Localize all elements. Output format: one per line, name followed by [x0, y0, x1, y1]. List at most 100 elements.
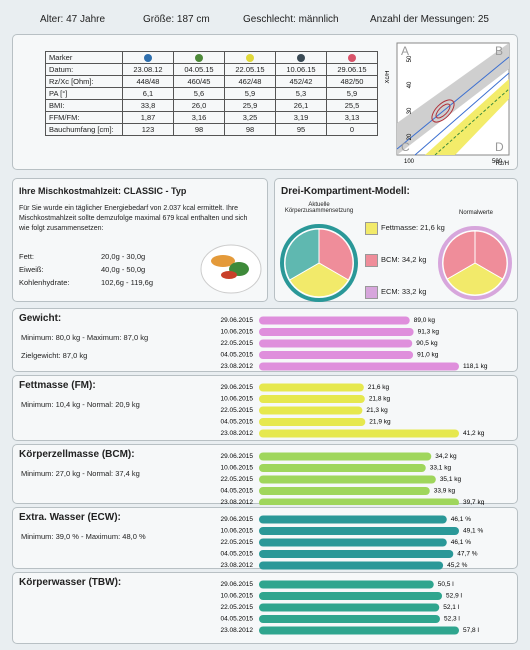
section: Gewicht: Minimum: 80,0 kg - Maximum: 87,0… — [12, 308, 518, 372]
legend-text: ECM: 33,2 kg — [381, 287, 427, 296]
cell: 25,5 — [326, 99, 378, 112]
marker-dot — [195, 54, 203, 62]
cell — [224, 51, 276, 64]
cell: 29.06.15 — [326, 63, 378, 76]
date: 29.06.2015 — [220, 516, 253, 523]
date: 10.06.2015 — [220, 329, 253, 336]
date: 10.06.2015 — [220, 396, 253, 403]
pies — [280, 224, 512, 302]
bar — [259, 316, 410, 325]
date: 29.06.2015 — [220, 317, 253, 324]
bar-label: 41,2 kg — [463, 430, 485, 437]
bar-label: 91,3 kg — [418, 329, 440, 336]
date: 23.08.2012 — [220, 363, 253, 370]
cell: 448/48 — [122, 75, 174, 88]
section: Körperwasser (TBW): 29.06.2015 50,5 l 10.06… — [12, 572, 518, 644]
date: 23.08.2012 — [220, 627, 253, 634]
cell: 26,0 — [173, 99, 225, 112]
y-tick: 40 — [407, 81, 413, 88]
cell: 3,25 — [224, 111, 276, 124]
y-label: Xc/H — [385, 70, 391, 83]
bar — [259, 580, 434, 589]
cell: 04.05.15 — [173, 63, 225, 76]
y-tick: 20 — [407, 133, 413, 140]
cell: 6,1 — [122, 87, 174, 100]
legend-text: BCM: 34,2 kg — [381, 255, 427, 264]
line — [396, 56, 510, 150]
cell: 33,8 — [122, 99, 174, 112]
current-label: Aktuelle Körperzusammensetzung — [284, 202, 354, 214]
marker-dot — [144, 54, 152, 62]
cell: 0 — [326, 123, 378, 136]
date: 04.05.2015 — [220, 551, 253, 558]
cell: 5,3 — [275, 87, 327, 100]
row-label: PA [°] — [45, 87, 123, 100]
cell: 5,9 — [224, 87, 276, 100]
date: 22.05.2015 — [220, 604, 253, 611]
meal-panel: Ihre Mischkostmahlzeit: CLASSIC - Typ Fü… — [12, 178, 268, 302]
table-row: Bauchumfang [cm]: 123 98 98 95 0 — [45, 123, 378, 136]
food — [211, 255, 235, 267]
bar-chart: 29.06.2015 34,2 kg 10.06.2015 33,1 kg 22.05.… — [220, 452, 485, 505]
pie-slice — [318, 228, 354, 281]
cell: 3,16 — [173, 111, 225, 124]
cell: 452/42 — [275, 75, 327, 88]
pie-slice — [474, 230, 508, 280]
cell — [173, 51, 225, 64]
cell: 123 — [122, 123, 174, 136]
bar-label: 52,9 l — [446, 593, 462, 600]
corner: C — [401, 140, 410, 154]
bar — [259, 603, 440, 612]
bar-label: 90,5 kg — [416, 340, 438, 347]
table-row: PA [°] 6,1 5,6 5,9 5,3 5,9 — [45, 87, 378, 100]
row-label: Bauchumfang [cm]: — [45, 123, 123, 136]
pie-slice — [288, 262, 350, 298]
cell: 3,19 — [275, 111, 327, 124]
date: 22.05.2015 — [220, 340, 253, 347]
section-title: Körperwasser (TBW): — [19, 577, 122, 588]
date: 10.06.2015 — [220, 593, 253, 600]
bar-label: 89,0 kg — [414, 317, 436, 324]
legend-swatch — [365, 254, 378, 267]
table-row: FFM/FM: 1,87 3,16 3,25 3,19 3,13 — [45, 111, 378, 124]
top-panel: Marker Datum: 23.08.12 04.05.15 22.05.15 10.0… — [12, 34, 518, 170]
bar — [259, 626, 459, 635]
y-tick: 50 — [407, 55, 413, 62]
bar — [259, 515, 447, 524]
bar-label: 33,1 kg — [430, 465, 452, 472]
bar-label: 35,1 kg — [440, 476, 462, 483]
x-tick: 500 — [492, 159, 503, 165]
date: 29.06.2015 — [220, 453, 253, 460]
bar — [259, 538, 447, 547]
date: 29.06.2015 — [220, 581, 253, 588]
item-range: 40,0g - 50,0g — [101, 265, 146, 274]
cell: 3,13 — [326, 111, 378, 124]
date: 04.05.2015 — [220, 488, 253, 495]
cell: 1,87 — [122, 111, 174, 124]
item-name: Fett: — [19, 252, 35, 261]
table-row: Datum: 23.08.12 04.05.15 22.05.15 10.06.15 29… — [45, 63, 378, 76]
line — [434, 88, 510, 156]
cell — [275, 51, 327, 64]
bar-label: 50,5 l — [438, 581, 454, 588]
bar — [259, 328, 414, 336]
item-name: Kohlenhydrate: — [19, 278, 70, 287]
pie-slice — [446, 262, 504, 296]
cell: 26,1 — [275, 99, 327, 112]
date: 04.05.2015 — [220, 616, 253, 623]
table-row: Rz/Xc [Ohm]: 448/48 460/45 462/48 452/42 482/… — [45, 75, 378, 88]
note: Minimum: 27,0 kg - Normal: 37,4 kg — [21, 469, 140, 478]
bar — [259, 429, 459, 438]
date: 22.05.2015 — [220, 407, 253, 414]
bar — [259, 464, 426, 472]
date: 23.08.2012 — [220, 562, 253, 569]
corner: B — [495, 44, 503, 58]
cell: 95 — [275, 123, 327, 136]
cell: 460/45 — [173, 75, 225, 88]
bar — [259, 561, 444, 570]
bar-label: 21,3 kg — [366, 407, 388, 414]
rxc-graph: A B C D Xc/H Rz/H 50 40 30 20 100 500 — [385, 42, 510, 167]
table-row: BMI: 33,8 26,0 25,9 26,1 25,5 — [45, 99, 378, 112]
item-range: 20,0g - 30,0g — [101, 252, 146, 261]
